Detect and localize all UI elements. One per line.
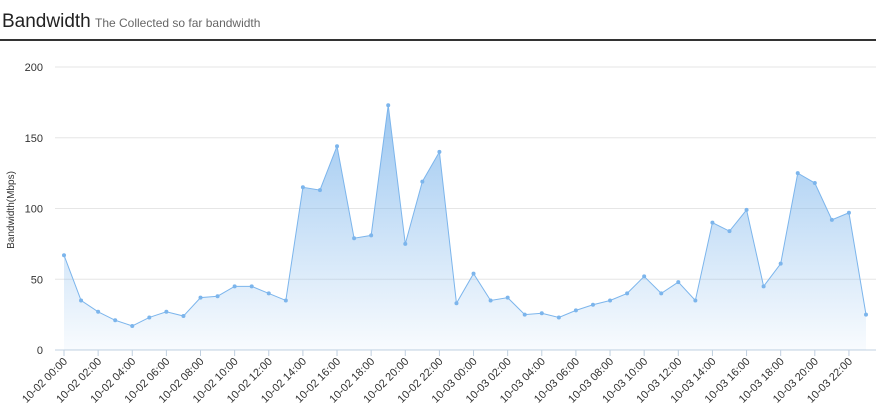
- y-tick-label: 100: [25, 204, 43, 216]
- point: [710, 220, 715, 225]
- point: [778, 261, 783, 266]
- point: [62, 253, 66, 258]
- point: [659, 291, 664, 296]
- point: [300, 185, 305, 190]
- point: [522, 312, 527, 317]
- y-tick-label: 200: [25, 62, 43, 74]
- point: [113, 318, 118, 323]
- point: [727, 229, 732, 234]
- point: [454, 301, 459, 306]
- point: [369, 233, 374, 238]
- point: [590, 302, 595, 307]
- point: [386, 103, 391, 108]
- point: [846, 210, 851, 215]
- point: [864, 312, 868, 317]
- point: [249, 284, 254, 289]
- point: [232, 284, 237, 289]
- point: [266, 291, 271, 296]
- point: [693, 298, 698, 303]
- point: [676, 280, 681, 285]
- point: [795, 171, 800, 176]
- point: [96, 309, 101, 314]
- point: [539, 311, 544, 316]
- point: [642, 274, 647, 279]
- point: [283, 298, 288, 303]
- point: [471, 271, 476, 276]
- point: [317, 188, 322, 193]
- point: [215, 294, 220, 299]
- point: [198, 295, 203, 300]
- point: [147, 315, 152, 320]
- y-tick-label: 50: [31, 274, 43, 286]
- point: [812, 181, 817, 186]
- point: [829, 217, 834, 222]
- point: [608, 298, 613, 303]
- point: [625, 291, 630, 296]
- area-fill: [64, 105, 866, 350]
- point: [744, 207, 749, 212]
- point: [403, 241, 408, 246]
- point: [556, 315, 561, 320]
- point: [335, 144, 340, 149]
- point: [181, 314, 186, 319]
- point: [573, 308, 578, 313]
- point: [130, 323, 135, 328]
- chart-title: Bandwidth: [2, 11, 91, 32]
- y-tick-label: 0: [37, 345, 43, 357]
- point: [437, 149, 442, 154]
- point: [79, 298, 84, 303]
- point: [505, 295, 510, 300]
- chart-subtitle: The Collected so far bandwidth: [95, 16, 260, 30]
- point: [761, 284, 766, 289]
- y-axis-label: Bandwidth(Mbps): [6, 171, 17, 249]
- y-tick-label: 150: [25, 133, 43, 145]
- line: [63, 105, 867, 327]
- point: [352, 236, 357, 241]
- point: [488, 298, 493, 303]
- point: [164, 309, 169, 314]
- point: [420, 179, 425, 184]
